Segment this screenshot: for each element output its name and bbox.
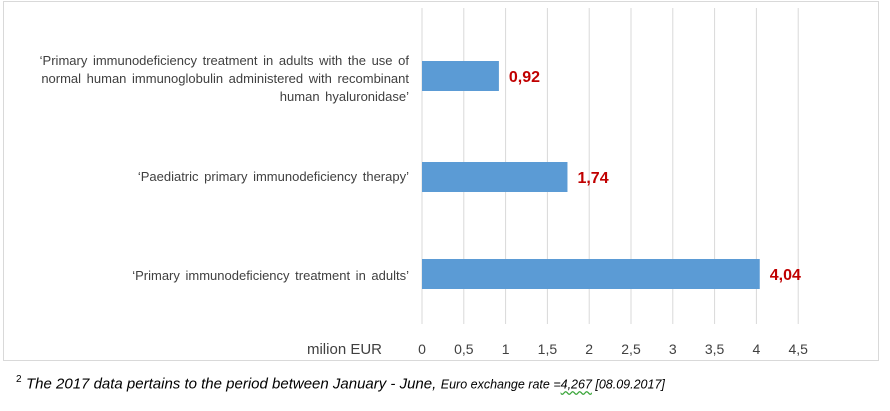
category-label-1: ‘Primary immunodeficiency treatment in a… xyxy=(39,53,409,104)
category-label-2: ‘Paediatric primary immunodeficiency the… xyxy=(137,169,409,184)
x-tick-label-2: 1 xyxy=(502,341,510,357)
footnote-marker: 2 xyxy=(16,374,22,385)
data-label-3: 4,04 xyxy=(770,267,801,284)
x-tick-label-7: 3,5 xyxy=(705,341,725,357)
bar-1 xyxy=(422,61,499,91)
bar-3 xyxy=(422,259,760,289)
bar-chart: 0 0,5 1 1,5 2 2,5 3 3,5 4 4,5 milion EUR 0,92 1,74 4,… xyxy=(307,8,808,358)
category-label-3: ‘Primary immunodeficiency treatment in a… xyxy=(132,268,409,283)
data-label-1: 0,92 xyxy=(509,69,540,86)
x-tick-label-4: 2 xyxy=(585,341,593,357)
footnote-date: [08.09.2017] xyxy=(591,377,665,392)
footnote-rate-prefix: Euro exchange rate = xyxy=(440,377,561,392)
x-tick-label-0: 0 xyxy=(418,341,426,357)
x-tick-label-8: 4 xyxy=(753,341,761,357)
x-tick-label-3: 1,5 xyxy=(538,341,558,357)
footnote-main-text: The 2017 data pertains to the period bet… xyxy=(26,375,437,393)
x-axis-label: milion EUR xyxy=(307,341,382,358)
chart-area: 0 0,5 1 1,5 2 2,5 3 3,5 4 4,5 milion EUR 0,92 1,74 4,… xyxy=(3,1,879,361)
x-tick-label-5: 2,5 xyxy=(621,341,641,357)
footnote: 2 The 2017 data pertains to the period b… xyxy=(16,374,665,393)
x-tick-label-9: 4,5 xyxy=(788,341,808,357)
x-tick-label-6: 3 xyxy=(669,341,677,357)
bar-2 xyxy=(422,162,568,192)
data-label-2: 1,74 xyxy=(577,170,608,187)
footnote-rate-value: 4,267 xyxy=(560,377,592,392)
x-tick-label-1: 0,5 xyxy=(454,341,474,357)
